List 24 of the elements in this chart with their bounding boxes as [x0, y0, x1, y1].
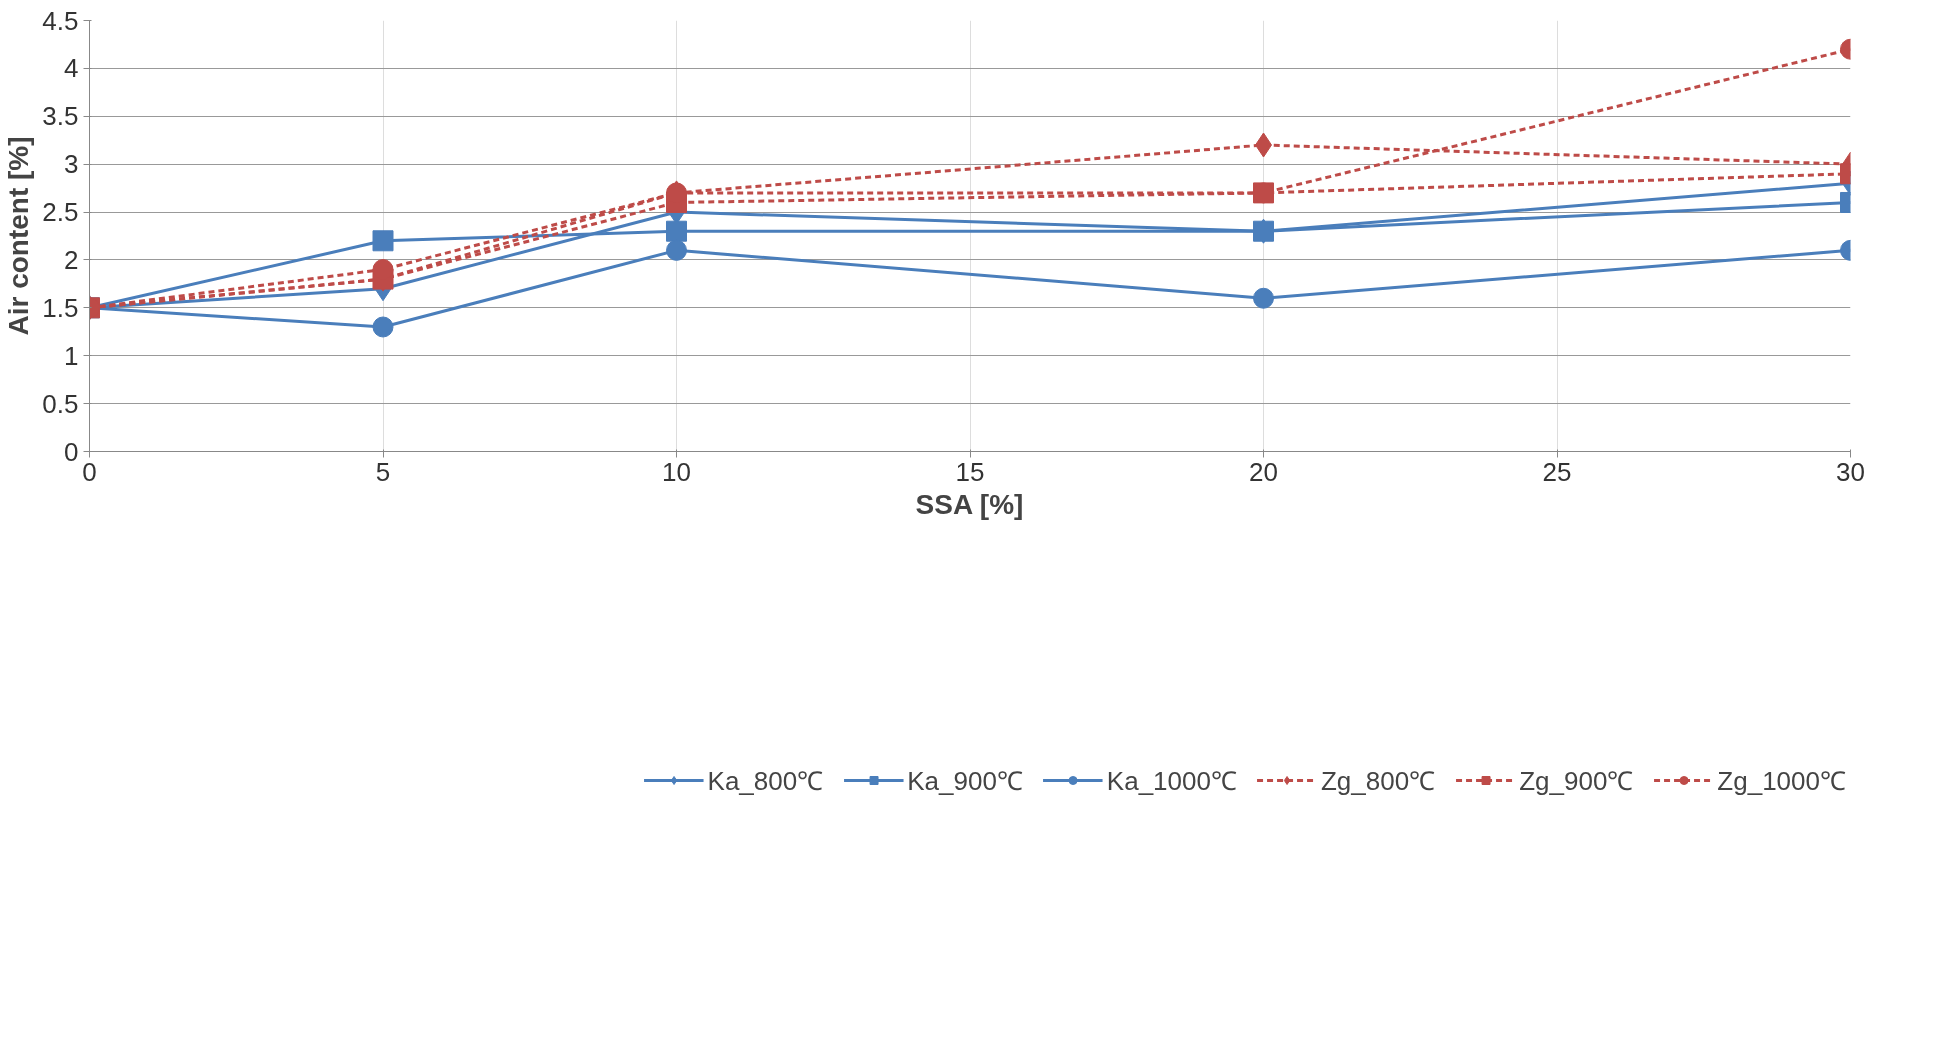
x-tick-label: 5 [375, 456, 391, 487]
y-tick-label: 1 [64, 340, 79, 371]
y-tick-label: 2.5 [42, 197, 79, 228]
y-tick-label: 3.5 [42, 101, 79, 132]
y-tick-label: 0.5 [42, 388, 79, 419]
y-tick-label: 0 [64, 436, 79, 467]
legend-label: Zg_1000℃ [1717, 765, 1846, 798]
legend-label: Ka_800℃ [707, 765, 824, 798]
x-tick-label: 15 [955, 456, 985, 487]
legend-label: Zg_900℃ [1519, 765, 1634, 798]
y-tick-label: 4.5 [42, 5, 79, 36]
y-axis-title: Air content [%] [3, 136, 35, 336]
y-tick-label: 1.5 [42, 292, 79, 323]
x-tick-label: 30 [1836, 456, 1865, 487]
y-tick-label: 4 [64, 53, 79, 84]
x-tick-label: 10 [662, 456, 691, 487]
legend-label: Zg_800℃ [1320, 765, 1436, 798]
legend-label: Ka_1000℃ [1106, 765, 1237, 798]
y-tick-label: 2 [64, 244, 79, 275]
legend-label: Ka_900℃ [907, 765, 1023, 798]
x-tick-label: 20 [1249, 456, 1278, 487]
x-axis-title: SSA [%] [915, 488, 1024, 520]
y-tick-label: 3 [64, 149, 79, 180]
x-tick-label: 25 [1542, 456, 1572, 487]
